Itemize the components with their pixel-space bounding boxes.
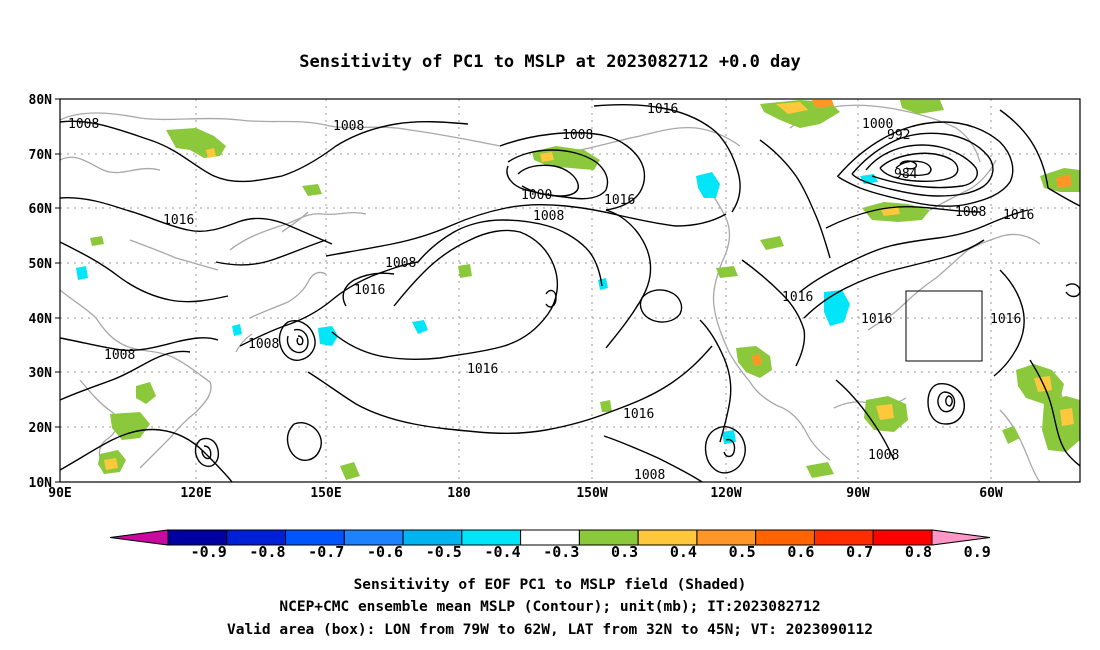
colorbar-tick-label: 0.6 [787, 543, 814, 561]
colorbar-tick-label: -0.5 [426, 543, 462, 561]
contour-label: 1016 [990, 312, 1021, 327]
lon-tick-label: 150W [576, 486, 607, 501]
mslp-isobars [59, 103, 1081, 483]
colorbar-tick-label: -0.3 [543, 543, 579, 561]
lat-tick-label: 70N [29, 148, 53, 163]
contour-label: 1008 [333, 119, 364, 134]
map-frame [59, 98, 1081, 483]
contour-label: 1016 [861, 312, 892, 327]
contour-label: 1016 [782, 290, 813, 305]
contour-label: 1008 [533, 209, 564, 224]
colorbar-tick-label: -0.7 [308, 543, 344, 561]
contour-label: 1008 [104, 348, 135, 363]
lon-tick-label: 60W [979, 486, 1003, 501]
colorbar-tick-label: -0.9 [191, 543, 227, 561]
lon-tick-label: 150E [310, 486, 341, 501]
map-panel: 1008 1008 1016 1008 1008 1016 1008 1000 … [29, 93, 1081, 501]
caption-line-3: Valid area (box): LON from 79W to 62W, L… [227, 622, 873, 638]
caption-line-2: NCEP+CMC ensemble mean MSLP (Contour); u… [279, 599, 820, 615]
map-title: Sensitivity of PC1 to MSLP at 2023082712… [299, 52, 801, 72]
lat-tick-label: 40N [29, 312, 53, 327]
colorbar-tick-label: -0.4 [484, 543, 520, 561]
contour-label: 1008 [248, 337, 279, 352]
contour-label: 1008 [868, 448, 899, 463]
contour-label: 1016 [623, 407, 654, 422]
colorbar-left-arrow [109, 529, 169, 546]
colorbar-tick-label: -0.8 [249, 543, 285, 561]
contour-labels: 1008 1008 1016 1008 1008 1016 1008 1000 … [68, 102, 1034, 483]
colorbar-tick-label: 0.8 [905, 543, 932, 561]
lon-tick-label: 90W [846, 486, 870, 501]
lon-tick-label: 120E [180, 486, 211, 501]
lat-tick-label: 10N [29, 476, 53, 491]
lat-tick-label: 60N [29, 202, 53, 217]
colorbar-tick-label: 0.7 [846, 543, 873, 561]
lat-tick-label: 30N [29, 366, 53, 381]
contour-label: 1000 [862, 117, 893, 132]
colorbar-tick-label: 0.5 [729, 543, 756, 561]
lat-tick-label: 20N [29, 421, 53, 436]
lon-tick-label: 90E [48, 486, 71, 501]
contour-label: 1008 [562, 128, 593, 143]
lon-tick-label: 180 [447, 486, 471, 501]
contour-label: 1016 [354, 283, 385, 298]
colorbar-tick-label: -0.6 [367, 543, 403, 561]
contour-label: 1016 [163, 213, 194, 228]
lon-tick-label: 120W [710, 486, 741, 501]
colorbar-tick-label: 0.4 [670, 543, 697, 561]
contour-label: 1016 [467, 362, 498, 377]
lon-axis: 90E 120E 150E 180 150W 120W 90W 60W [48, 486, 1003, 501]
sensitivity-shading [76, 100, 1080, 480]
contour-label: 1000 [521, 188, 552, 203]
contour-label: 1008 [634, 468, 665, 483]
lat-axis: 80N 70N 60N 50N 40N 30N 20N 10N [29, 93, 60, 491]
contour-label: 1008 [955, 205, 986, 220]
colorbar-tick-label: 0.9 [964, 543, 991, 561]
contour-label: 1016 [1003, 208, 1034, 223]
lat-tick-label: 80N [29, 93, 53, 108]
colorbar: -0.9 -0.8 -0.7 -0.6 -0.5 -0.4 -0.3 0.3 0.4 0.5 0.6… [109, 529, 991, 561]
contour-label: 1016 [604, 193, 635, 208]
contour-label: 1016 [647, 102, 678, 117]
valid-area-box [905, 290, 983, 362]
colorbar-right-arrow [931, 529, 991, 546]
colorbar-tick-label: 0.3 [611, 543, 638, 561]
contour-label: 984 [894, 167, 918, 182]
lat-tick-label: 50N [29, 257, 53, 272]
contour-label: 1008 [68, 117, 99, 132]
contour-label: 1008 [385, 256, 416, 271]
caption-line-1: Sensitivity of EOF PC1 to MSLP field (Sh… [354, 577, 747, 593]
contour-label: 992 [887, 128, 910, 143]
